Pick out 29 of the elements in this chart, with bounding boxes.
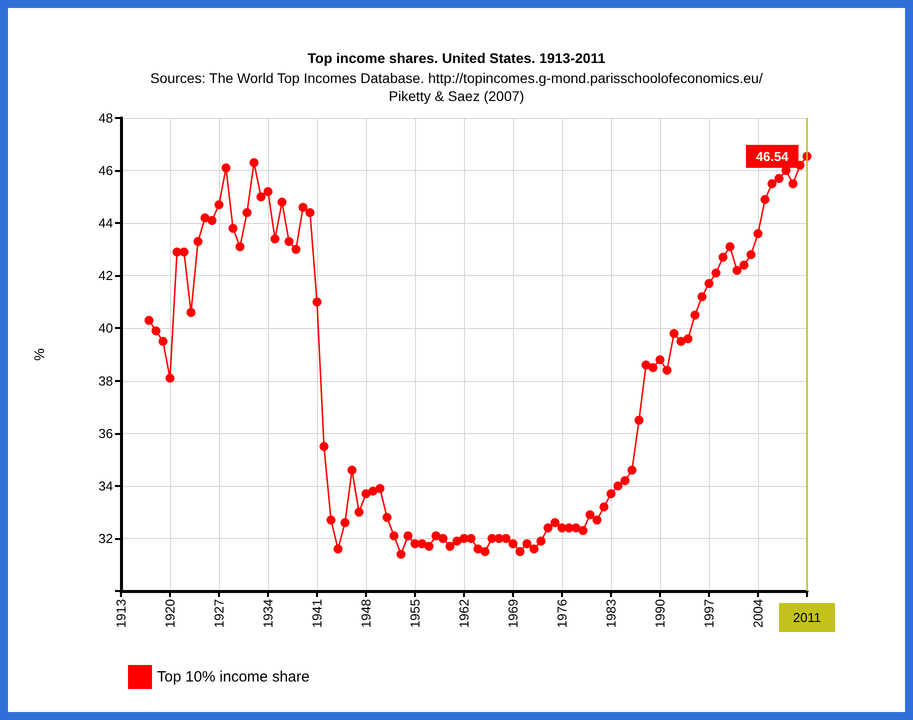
x-tick-label: 1913 bbox=[114, 599, 128, 628]
x-tick-label: 1983 bbox=[604, 599, 618, 628]
y-tick-label: 44 bbox=[98, 216, 113, 231]
y-tick-label: 46 bbox=[98, 163, 113, 178]
x-tick-label: 1997 bbox=[702, 599, 716, 628]
legend-label: Top 10% income share bbox=[157, 668, 310, 686]
y-tick-label: 40 bbox=[98, 320, 113, 336]
x-tick-label: 1920 bbox=[162, 599, 178, 628]
x-tick-label: 1990 bbox=[652, 599, 668, 628]
x-tick-label: 1934 bbox=[260, 599, 276, 628]
y-tick-label: 34 bbox=[98, 478, 113, 494]
chart-subtitle: Sources: The World Top Incomes Database. http://topincomes.g-mond.parisschoolofeconomics.eu/ Piketty & Saez (2007) bbox=[150, 70, 763, 104]
y-tick-label: 36 bbox=[98, 426, 113, 441]
x-tick-label: 1969 bbox=[506, 599, 520, 628]
x-tick-label: 1976 bbox=[554, 599, 570, 628]
x-tick-label: 1962 bbox=[456, 599, 472, 628]
x-tick-label: 1927 bbox=[212, 599, 226, 628]
y-axis-title: % bbox=[31, 348, 47, 361]
data-label: 46.54 bbox=[756, 148, 790, 164]
y-tick-label: 32 bbox=[98, 530, 113, 546]
ref-line-label: 2011 bbox=[793, 610, 821, 625]
y-tick-label: 42 bbox=[98, 268, 113, 284]
x-tick-label: 2004 bbox=[750, 599, 766, 628]
x-tick-label: 1948 bbox=[358, 599, 374, 628]
y-tick-label: 38 bbox=[98, 373, 113, 388]
y-tick-label: 48 bbox=[98, 110, 113, 126]
chart-title: Top income shares. United States. 1913-2011 bbox=[308, 50, 606, 66]
x-tick-label: 1955 bbox=[408, 599, 422, 628]
x-tick-label: 1941 bbox=[310, 599, 324, 628]
